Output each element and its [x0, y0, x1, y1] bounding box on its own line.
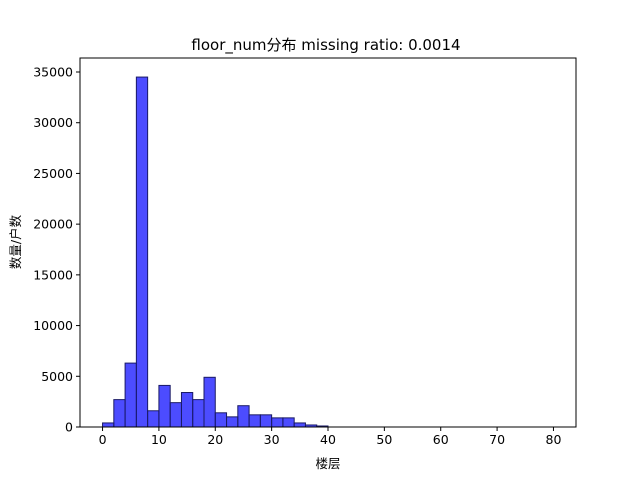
histogram-bars	[102, 76, 329, 428]
y-tick-label: 20000	[33, 217, 73, 232]
x-tick-label: 30	[264, 432, 280, 447]
histogram-bar-1	[113, 399, 126, 428]
chart-title: floor_num分布 missing ratio: 0.0014	[191, 36, 460, 55]
histogram-bar-12	[237, 405, 250, 428]
histogram-bar-2	[124, 362, 137, 428]
histogram-bar-6	[169, 402, 182, 428]
y-tick-label: 0	[65, 420, 73, 435]
x-tick-label: 80	[546, 432, 562, 447]
y-tick-label: 10000	[33, 318, 73, 333]
y-tick-label: 25000	[33, 166, 73, 181]
x-tick-label: 50	[376, 432, 392, 447]
y-tick-label: 15000	[33, 267, 73, 282]
y-tick-label: 5000	[41, 369, 73, 384]
histogram-bar-9	[203, 376, 216, 428]
y-axis-ticks: 0 5000 10000 15000 20000 25000 30000 35000	[33, 65, 80, 435]
x-tick-label: 20	[207, 432, 223, 447]
histogram-bar-4	[147, 410, 160, 428]
histogram-bar-16	[282, 417, 295, 428]
y-tick-label: 35000	[33, 65, 73, 80]
histogram-bar-0	[102, 422, 115, 428]
x-axis-label: 楼层	[315, 456, 340, 471]
x-tick-label: 40	[320, 432, 336, 447]
histogram-bar-14	[259, 414, 273, 428]
y-axis-label: 数量/户数	[8, 214, 23, 269]
histogram-bar-3	[135, 76, 149, 428]
plot-frame	[79, 57, 577, 428]
histogram-bar-11	[226, 416, 239, 428]
histogram-bar-13	[248, 414, 261, 428]
x-tick-label: 70	[489, 432, 505, 447]
x-tick-label: 60	[433, 432, 449, 447]
histogram-bar-15	[271, 417, 284, 428]
x-axis-ticks: 0 10 20 30 40 50 60 70 80	[99, 427, 562, 447]
y-tick-label: 30000	[33, 115, 73, 130]
x-tick-label: 10	[151, 432, 167, 447]
x-tick-label: 0	[99, 432, 107, 447]
histogram-bar-7	[180, 392, 194, 428]
histogram-bar-10	[214, 412, 228, 428]
histogram-bar-5	[158, 384, 171, 428]
histogram-bar-8	[192, 399, 205, 428]
histogram-bar-17	[293, 422, 306, 428]
